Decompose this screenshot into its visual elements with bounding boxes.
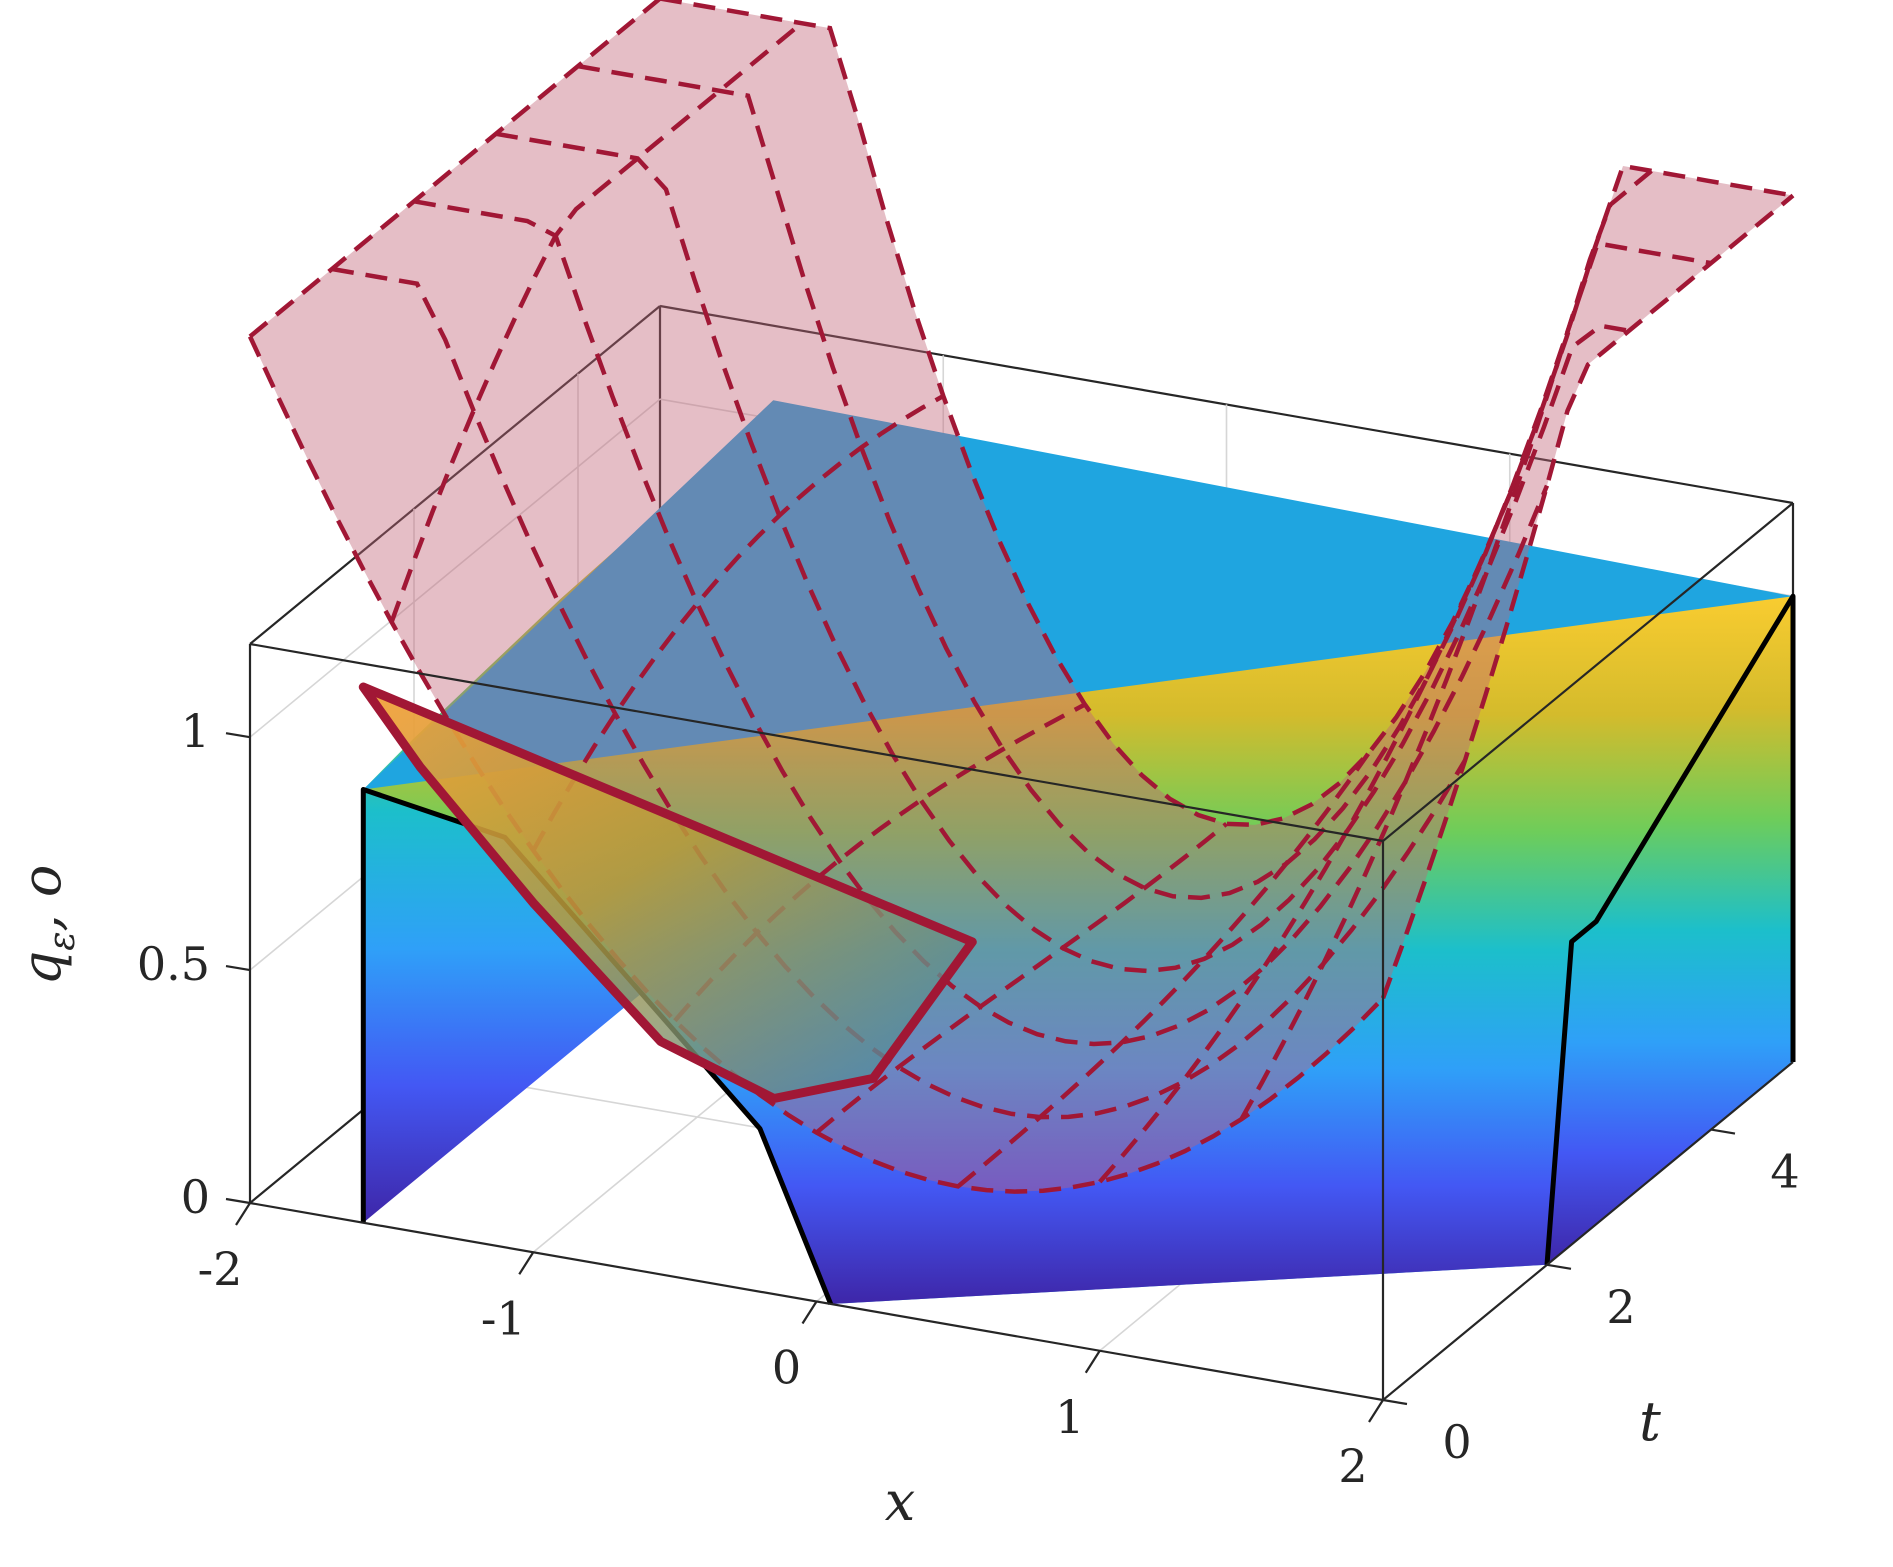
- z-axis-title: qε, o: [10, 865, 83, 986]
- t-tick-label: 2: [1606, 1280, 1635, 1334]
- target-mesh-line-x: [1239, 169, 1653, 1121]
- target-mesh-line-x: [389, 21, 804, 623]
- target-mesh-line-t: [413, 199, 1550, 1047]
- target-mesh-line-t: [495, 131, 1630, 974]
- target-mesh-line-x: [531, 394, 945, 852]
- box-edge: [1382, 502, 1794, 842]
- z-axis-title-rest: , o: [10, 865, 73, 932]
- target-mesh-line-x: [1380, 193, 1795, 999]
- x-tick: [1368, 1399, 1384, 1423]
- x-tick-label: -2: [198, 1242, 243, 1296]
- z-tick: [225, 964, 251, 972]
- z-axis-title-main: q: [10, 951, 73, 986]
- x-tick-label: 2: [1338, 1439, 1367, 1493]
- z-axis-title-sub: ε: [42, 931, 83, 950]
- x-axis-title: x: [885, 1470, 915, 1533]
- solution-front-face: [363, 596, 1793, 1304]
- axis-ticks: -2 -1 0 1 2 0 2 4 0 0.5 1: [137, 704, 1800, 1493]
- box-edge: [249, 642, 1384, 843]
- z-tick-label: 0.5: [137, 937, 210, 991]
- x-tick: [801, 1300, 818, 1325]
- z-tick: [225, 1197, 251, 1205]
- target-mesh-line-x: [248, 0, 662, 339]
- grid-line-z-side: [249, 398, 661, 738]
- x-tick: [1084, 1350, 1101, 1374]
- x-tick-label: -1: [481, 1291, 526, 1345]
- target-mesh-line-x: [956, 752, 1370, 1189]
- initial-profile: [358, 682, 977, 1103]
- x-tick-label: 0: [772, 1341, 801, 1395]
- t-axis-title: t: [1639, 1390, 1661, 1453]
- x-tick-label: 1: [1055, 1390, 1084, 1444]
- initial-profile-outline: [358, 682, 977, 1103]
- target-mesh-line-t: [659, 0, 1794, 828]
- box-front-edges: [248, 502, 1794, 1402]
- t-tick-label: 4: [1770, 1145, 1799, 1199]
- target-mesh-line-x: [673, 702, 1086, 1023]
- target-mesh-line-x: [815, 822, 1228, 1135]
- z-tick-label: 1: [181, 704, 210, 758]
- solution-outflow-outline: [1544, 593, 1796, 1265]
- t-tick: [1546, 1263, 1572, 1270]
- t-tick: [1382, 1398, 1408, 1406]
- t-tick: [1710, 1128, 1736, 1135]
- z-tick: [225, 732, 251, 739]
- t-tick-label: 0: [1442, 1415, 1471, 1469]
- target-mesh-line-t: [331, 266, 1467, 1120]
- box-edge: [249, 305, 661, 645]
- x-tick: [518, 1251, 535, 1275]
- solution-outflow-face: [1547, 596, 1793, 1265]
- target-mesh-line-x: [1098, 493, 1512, 1184]
- target-mesh-line-t: [247, 335, 1385, 1194]
- x-tick: [235, 1202, 251, 1226]
- box-edge: [1382, 1061, 1794, 1401]
- z-tick-label: 0: [181, 1170, 210, 1224]
